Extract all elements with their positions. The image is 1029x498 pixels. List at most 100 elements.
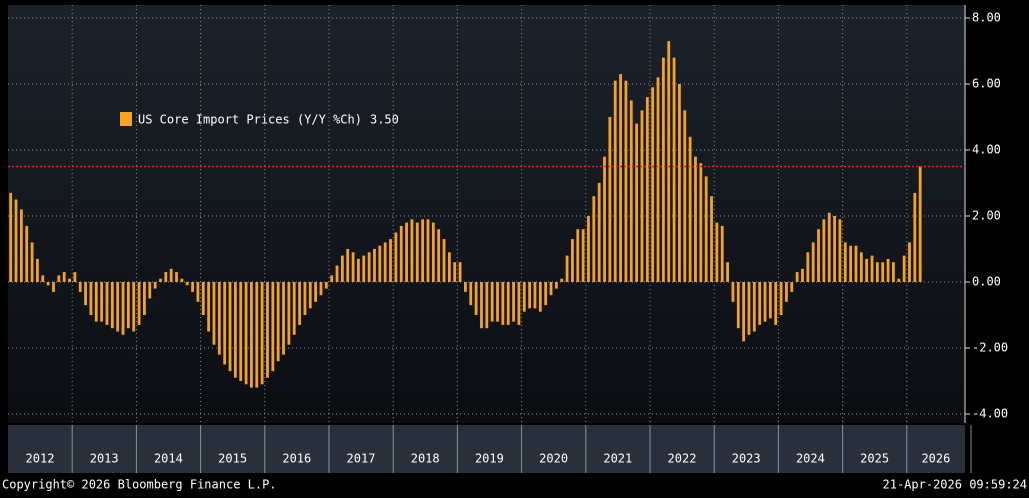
x-tick-label: 2025 [860, 452, 889, 466]
bar [148, 282, 152, 299]
bar [159, 278, 162, 282]
bar [239, 282, 243, 381]
bar [897, 278, 901, 282]
bar [399, 225, 403, 282]
bar [758, 282, 762, 325]
bar [394, 232, 398, 282]
x-tick-label: 2015 [218, 452, 247, 466]
bar [250, 282, 253, 388]
bar [870, 255, 874, 282]
bar [694, 156, 697, 282]
bar [763, 282, 767, 322]
bar [565, 255, 569, 282]
bar [918, 166, 922, 282]
bar [330, 275, 334, 282]
bar [217, 282, 221, 355]
bar [442, 239, 446, 282]
bar [389, 239, 392, 282]
bar [185, 282, 189, 286]
legend-value: 3.50 [370, 113, 399, 127]
bar [587, 216, 590, 282]
bar [324, 282, 328, 289]
bar [175, 272, 178, 282]
bar [843, 242, 847, 282]
bar [528, 282, 532, 309]
bar [613, 80, 617, 282]
bar [854, 245, 858, 282]
bar [875, 262, 879, 282]
bar [629, 100, 633, 282]
bar [549, 282, 553, 296]
bar [667, 41, 671, 282]
bar [715, 222, 719, 282]
bar [747, 282, 751, 335]
bar [881, 262, 885, 282]
bar [105, 282, 109, 325]
x-tick-label: 2018 [411, 452, 440, 466]
bar [25, 225, 29, 282]
bar [298, 282, 301, 325]
bar [19, 209, 23, 282]
bar [656, 77, 660, 283]
bar [212, 282, 216, 345]
bar [303, 282, 307, 315]
bar [362, 255, 366, 282]
bar [688, 136, 692, 282]
bar [785, 282, 788, 302]
bar [52, 282, 55, 292]
bar [538, 282, 542, 312]
bar [357, 258, 360, 282]
bar [308, 282, 312, 309]
bar [496, 282, 499, 322]
bar [822, 219, 826, 282]
bar [768, 282, 772, 319]
bar [720, 225, 724, 282]
bar [137, 282, 141, 325]
bar [849, 245, 853, 282]
x-tick-label: 2020 [539, 452, 568, 466]
bar [314, 282, 318, 302]
bar [346, 249, 350, 282]
x-tick-label: 2026 [921, 452, 950, 466]
bar [126, 282, 130, 329]
bar [790, 282, 794, 292]
x-tick-label: 2019 [475, 452, 504, 466]
bar [180, 278, 184, 282]
bar [892, 262, 895, 282]
bar [405, 222, 408, 282]
bar [838, 219, 842, 282]
bar [779, 282, 783, 315]
bar [806, 252, 810, 282]
bar [143, 282, 146, 315]
copyright: Copyright© 2026 Bloomberg Finance L.P. [2, 478, 277, 492]
bar [704, 176, 708, 282]
bar [827, 212, 831, 282]
bar [597, 183, 601, 282]
bar [480, 282, 483, 329]
bar [431, 222, 435, 282]
bar [522, 282, 526, 312]
bar [46, 282, 50, 286]
bar [196, 282, 200, 302]
bar [731, 282, 735, 302]
bar [30, 242, 34, 282]
y-tick-label: 4.00 [972, 143, 1001, 157]
bar [544, 282, 548, 306]
bar [255, 282, 259, 388]
bar [94, 282, 98, 322]
bar [378, 245, 382, 282]
plot-area [8, 5, 965, 423]
bar [207, 282, 211, 332]
legend-swatch [120, 112, 132, 126]
bar [14, 199, 18, 282]
bar [902, 255, 906, 282]
bar [533, 282, 537, 309]
bar [73, 272, 77, 282]
bar [276, 282, 280, 362]
bar [426, 219, 430, 282]
bar [340, 255, 344, 282]
bar [645, 97, 649, 282]
bar [421, 219, 425, 282]
bar [36, 258, 39, 282]
